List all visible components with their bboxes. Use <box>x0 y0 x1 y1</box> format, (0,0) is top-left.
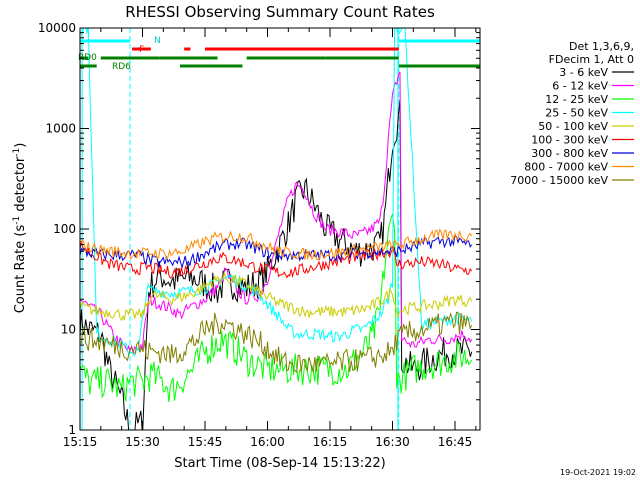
rd0-label: RD0 <box>78 53 97 63</box>
legend-header: Det 1,3,6,9, <box>569 40 634 53</box>
n-label: N <box>154 36 161 46</box>
y-tick-label: 10000 <box>38 21 76 35</box>
series-line-2 <box>80 71 473 354</box>
x-tick-label: 15:15 <box>63 435 98 449</box>
x-tick-label: 16:15 <box>313 435 348 449</box>
legend-entry-label: 12 - 25 keV <box>545 93 608 106</box>
legend-entry-label: 300 - 800 keV <box>531 147 608 160</box>
series-line-6 <box>80 240 473 279</box>
series-line-8 <box>80 228 473 261</box>
y-tick-label: 1000 <box>45 122 76 136</box>
observing-mode-bars: NF RD0 RD6 <box>78 36 480 72</box>
legend-entry-label: 25 - 50 keV <box>545 107 608 120</box>
plot-area <box>80 28 473 430</box>
series-lines <box>80 28 473 430</box>
y-axis-label-end: ) <box>13 143 28 148</box>
y-tick-label: 100 <box>53 222 76 236</box>
legend-entry-label: 800 - 7000 keV <box>524 161 608 174</box>
y-axis-label: Count Rate (s-1 detector-1) <box>12 143 28 314</box>
rd6-label: RD6 <box>112 62 131 72</box>
x-tick-label: 16:30 <box>375 435 410 449</box>
x-axis-label: Start Time (08-Sep-14 15:13:22) <box>174 456 385 471</box>
f-label: F <box>139 45 144 55</box>
legend-entry-label: 3 - 6 keV <box>559 66 608 79</box>
legend-entry-label: 7000 - 15000 keV <box>510 174 608 187</box>
series-line-5 <box>80 272 473 322</box>
x-tick-label: 16:00 <box>250 435 285 449</box>
footer-date: 19-Oct-2021 19:02 <box>560 468 636 477</box>
series-line-7 <box>80 234 473 269</box>
y-axis-label-exp2: -1 <box>12 148 22 157</box>
legend-entry-label: 50 - 100 keV <box>538 120 608 133</box>
y-tick-label: 1 <box>68 423 76 437</box>
series-line-9 <box>80 311 473 374</box>
x-tick-label: 15:45 <box>188 435 223 449</box>
y-tick-label: 10 <box>61 323 76 337</box>
legend-entry-label: 100 - 300 keV <box>531 134 608 147</box>
x-tick-label: 15:30 <box>125 435 160 449</box>
legend-entry-label: 6 - 12 keV <box>552 80 608 93</box>
legend-header: FDecim 1, Att 0 <box>549 53 634 66</box>
y-axis-label-main: Count Rate (s <box>13 225 28 314</box>
y-axis-label-mid: detector <box>13 156 28 216</box>
chart-title: RHESSI Observing Summary Count Rates <box>125 3 435 21</box>
axes: 1 10 100 1000 10000 15:15 15:30 15:45 16:00 16:15… <box>38 21 481 449</box>
y-axis-label-exp1: -1 <box>12 216 22 225</box>
series-line-3 <box>80 213 473 402</box>
x-tick-label: 16:45 <box>438 435 473 449</box>
